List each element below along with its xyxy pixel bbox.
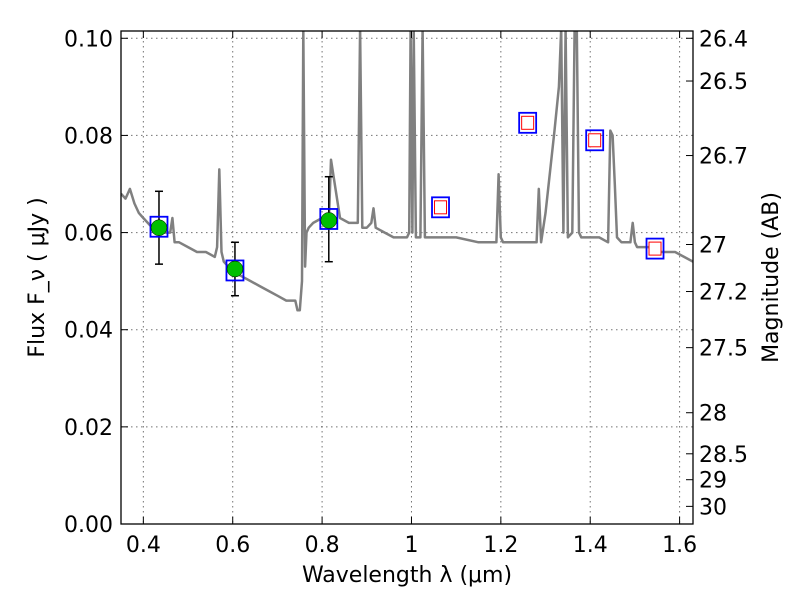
upper-limit-marker [521,115,535,130]
y2-tick-label: 26.7 [699,145,748,170]
axes: 0.4 0.6 0.8 1 1.2 1.4 1.6 0.00 0.02 0.04 0.06 0.08 0… [64,27,748,558]
y-tick-label: 0.08 [64,124,113,149]
x-tick-label: 1.6 [662,533,697,558]
y2-tick-label: 28.5 [699,443,748,468]
y2-tick-label: 27.2 [699,281,748,306]
upper-limit-marker [588,133,602,148]
x-tick-label: 0.4 [126,533,161,558]
model-photometry-square [319,208,339,230]
y2-tick-label: 29 [699,469,727,494]
y-axis-label: Flux F_ν ( μJy ) [25,197,50,357]
y2-tick-label: 28 [699,402,727,427]
y2-tick-label: 26.5 [699,70,748,95]
observed-point [320,212,338,229]
y-tick-label: 0.06 [64,222,113,247]
upper-limit-marker [648,241,662,256]
y-tick-label: 0.00 [64,513,113,538]
model-photometry-square [149,215,169,238]
observed-point [150,219,168,236]
model-photometry-square [431,196,450,219]
x-tick-label: 1.2 [483,533,518,558]
y2-tick-label: 27 [699,234,727,259]
y2-tick-label: 30 [699,495,727,520]
plot-frame [120,30,694,525]
upper-limit-marker [434,200,448,215]
y-tick-label: 0.02 [64,416,113,441]
y2-tick-label: 27.5 [699,337,748,362]
x-tick-label: 1.4 [573,533,608,558]
model-photometry-square [518,111,538,134]
model-photometry-square [645,237,665,260]
x-tick-label: 0.8 [305,533,340,558]
y2-axis-label: Magnitude (AB) [759,192,784,363]
grid [121,31,693,525]
x-tick-label: 1 [404,533,418,558]
model-photometry-square [225,259,245,282]
y-tick-label: 0.10 [64,27,113,52]
x-axis-label: Wavelength λ (μm) [302,563,512,588]
x-tick-label: 0.6 [215,533,250,558]
plot-area [121,31,693,312]
y-tick-label: 0.04 [64,319,113,344]
y2-tick-label: 26.4 [699,27,748,52]
model-photometry-square [585,129,605,152]
model-spectrum-line [121,31,693,312]
observed-point [226,260,244,278]
